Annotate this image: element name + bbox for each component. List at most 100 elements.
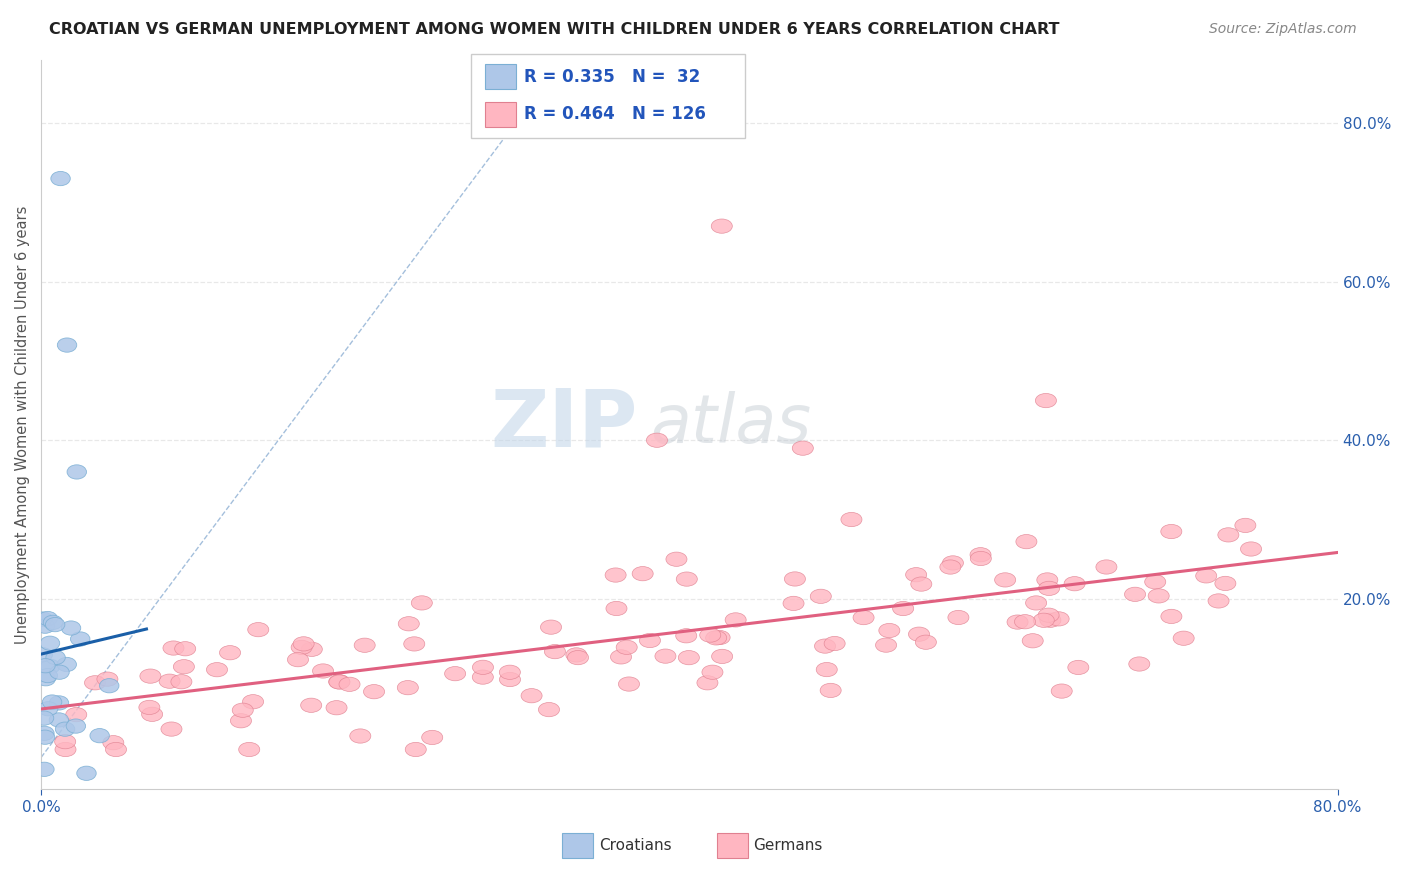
Ellipse shape <box>55 742 76 756</box>
Ellipse shape <box>312 664 333 678</box>
Ellipse shape <box>326 700 347 714</box>
Ellipse shape <box>422 731 443 745</box>
Ellipse shape <box>41 636 59 650</box>
Ellipse shape <box>32 612 52 626</box>
Ellipse shape <box>163 641 184 656</box>
Ellipse shape <box>172 674 193 689</box>
Ellipse shape <box>605 568 626 582</box>
Ellipse shape <box>42 695 62 709</box>
Ellipse shape <box>404 637 425 651</box>
Ellipse shape <box>1036 573 1057 587</box>
Ellipse shape <box>364 684 385 698</box>
Text: Croatians: Croatians <box>599 838 672 853</box>
Ellipse shape <box>1052 684 1073 698</box>
Ellipse shape <box>219 646 240 660</box>
Ellipse shape <box>35 762 55 776</box>
Ellipse shape <box>783 596 804 610</box>
Ellipse shape <box>544 645 565 659</box>
Ellipse shape <box>905 567 927 582</box>
Ellipse shape <box>174 641 195 656</box>
Ellipse shape <box>412 596 433 610</box>
Ellipse shape <box>911 577 932 591</box>
Ellipse shape <box>1161 609 1182 624</box>
Ellipse shape <box>44 615 63 630</box>
Ellipse shape <box>538 703 560 717</box>
Ellipse shape <box>103 736 124 750</box>
Ellipse shape <box>915 635 936 649</box>
Ellipse shape <box>398 681 419 695</box>
Ellipse shape <box>568 650 589 665</box>
Ellipse shape <box>58 657 76 672</box>
Ellipse shape <box>41 659 60 673</box>
Ellipse shape <box>472 660 494 674</box>
Ellipse shape <box>522 689 543 703</box>
Ellipse shape <box>1067 660 1088 674</box>
Ellipse shape <box>647 434 668 448</box>
Ellipse shape <box>711 649 733 664</box>
Ellipse shape <box>1095 560 1116 574</box>
Ellipse shape <box>37 672 55 686</box>
Ellipse shape <box>339 677 360 691</box>
Ellipse shape <box>824 636 845 650</box>
Ellipse shape <box>700 628 721 642</box>
Ellipse shape <box>46 650 65 665</box>
Ellipse shape <box>711 219 733 234</box>
Ellipse shape <box>231 714 252 728</box>
Ellipse shape <box>51 171 70 186</box>
Ellipse shape <box>35 730 55 744</box>
Ellipse shape <box>1025 596 1046 610</box>
Ellipse shape <box>810 590 831 604</box>
Ellipse shape <box>820 683 841 698</box>
Ellipse shape <box>472 670 494 684</box>
Ellipse shape <box>444 666 465 681</box>
Ellipse shape <box>1195 569 1216 583</box>
Ellipse shape <box>1144 574 1166 589</box>
Ellipse shape <box>619 677 640 691</box>
Ellipse shape <box>1039 582 1060 596</box>
Ellipse shape <box>1149 589 1170 603</box>
Ellipse shape <box>785 572 806 586</box>
Ellipse shape <box>606 601 627 615</box>
Ellipse shape <box>499 673 520 687</box>
Ellipse shape <box>814 639 835 653</box>
Ellipse shape <box>55 722 75 736</box>
Ellipse shape <box>35 619 55 633</box>
Text: Source: ZipAtlas.com: Source: ZipAtlas.com <box>1209 22 1357 37</box>
Ellipse shape <box>34 711 53 725</box>
Ellipse shape <box>247 623 269 637</box>
Ellipse shape <box>398 616 419 631</box>
Ellipse shape <box>1240 541 1261 556</box>
Ellipse shape <box>1007 615 1028 629</box>
Ellipse shape <box>655 649 676 664</box>
Ellipse shape <box>350 729 371 743</box>
Ellipse shape <box>45 617 65 632</box>
Ellipse shape <box>329 675 350 690</box>
Ellipse shape <box>207 663 228 677</box>
Ellipse shape <box>1022 633 1043 648</box>
Ellipse shape <box>242 695 263 709</box>
Text: atlas: atlas <box>651 392 811 458</box>
Ellipse shape <box>70 632 90 646</box>
Ellipse shape <box>841 512 862 526</box>
Ellipse shape <box>1218 528 1239 542</box>
Ellipse shape <box>876 638 897 652</box>
Ellipse shape <box>1015 615 1036 629</box>
Ellipse shape <box>893 601 914 615</box>
Ellipse shape <box>291 640 312 655</box>
Ellipse shape <box>616 640 637 655</box>
Ellipse shape <box>49 696 69 710</box>
Y-axis label: Unemployment Among Women with Children Under 6 years: Unemployment Among Women with Children U… <box>15 205 30 643</box>
Ellipse shape <box>354 638 375 652</box>
Text: CROATIAN VS GERMAN UNEMPLOYMENT AMONG WOMEN WITH CHILDREN UNDER 6 YEARS CORRELAT: CROATIAN VS GERMAN UNEMPLOYMENT AMONG WO… <box>49 22 1060 37</box>
Ellipse shape <box>67 465 87 479</box>
Ellipse shape <box>405 742 426 756</box>
Ellipse shape <box>640 633 661 648</box>
Ellipse shape <box>1038 608 1059 623</box>
Ellipse shape <box>1161 524 1182 539</box>
Text: R = 0.335   N =  32: R = 0.335 N = 32 <box>524 68 700 86</box>
Ellipse shape <box>49 713 69 727</box>
Ellipse shape <box>540 620 561 634</box>
Ellipse shape <box>709 631 730 645</box>
Text: R = 0.464   N = 126: R = 0.464 N = 126 <box>524 105 706 123</box>
Ellipse shape <box>908 627 929 641</box>
